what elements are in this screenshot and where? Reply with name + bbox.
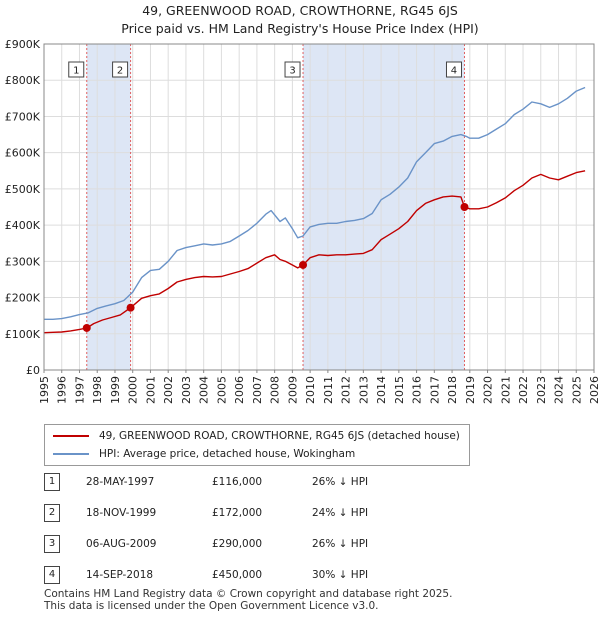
x-tick-label: 2010 (304, 376, 317, 404)
x-tick-label: 2022 (517, 376, 530, 404)
legend: 49, GREENWOOD ROAD, CROWTHORNE, RG45 6JS… (44, 424, 470, 466)
property-series-line (43, 170, 586, 334)
sale-date: 06-AUG-2009 (86, 538, 157, 550)
sale-hpi-diff: 30% ↓ HPI (312, 569, 369, 581)
sale-point-3 (299, 260, 308, 269)
sale-hpi-diff: 26% ↓ HPI (312, 538, 369, 550)
x-tick-label: 2014 (375, 376, 388, 404)
sale-point-4 (460, 203, 469, 211)
x-tick-label: 2025 (570, 376, 583, 404)
y-tick-label: £500K (5, 183, 41, 196)
sale-marker-box-4 (445, 61, 462, 78)
x-tick-label: 2002 (162, 376, 175, 404)
price-chart: 1 2 3 4 £0 £100K £200K £300K £400K £500K £600K £700… (5, 38, 600, 404)
sale-price: £290,000 (212, 538, 263, 550)
title-line-2: Price paid vs. HM Land Registry's House … (121, 21, 479, 36)
y-tick-label: £900K (5, 38, 41, 51)
x-tick-label: 1999 (109, 376, 122, 404)
legend-swatch-hpi (53, 453, 89, 455)
x-tick-label: 2004 (198, 376, 211, 404)
legend-item-property: 49, GREENWOOD ROAD, CROWTHORNE, RG45 6JS… (53, 427, 460, 445)
x-tick-label: 2017 (428, 376, 441, 404)
x-tick-label: 2007 (251, 376, 264, 404)
plot-frame (43, 43, 595, 371)
sale-date: 14-SEP-2018 (86, 569, 154, 581)
y-tick-label: £600K (5, 147, 41, 160)
title-line-1: 49, GREENWOOD ROAD, CROWTHORNE, RG45 6JS (142, 3, 458, 18)
shaded-period-2 (303, 44, 465, 370)
x-tick-label: 2015 (393, 376, 406, 404)
sale-marker-box-3 (284, 61, 301, 78)
y-tick-label: £400K (5, 219, 41, 232)
sale-date: 18-NOV-1999 (86, 507, 157, 519)
x-tick-label: 2021 (499, 376, 512, 404)
sale-date: 28-MAY-1997 (86, 476, 155, 488)
x-tick-label: 2005 (215, 376, 228, 404)
x-tick-label: 1997 (73, 376, 86, 404)
sale-number: 2 (44, 504, 60, 522)
x-tick-label: 2023 (535, 376, 548, 404)
hpi-series-line (44, 86, 586, 320)
chart-title: 49, GREENWOOD ROAD, CROWTHORNE, RG45 6JS… (0, 2, 600, 38)
legend-label-hpi: HPI: Average price, detached house, Woki… (99, 448, 356, 460)
sale-marker-label-3: 3 (289, 66, 295, 77)
x-tick-label: 2006 (233, 376, 246, 404)
sale-marker-label-4: 4 (451, 66, 457, 77)
sale-point-2 (126, 303, 135, 312)
x-tick-label: 2003 (180, 376, 193, 404)
sale-point-1 (82, 323, 91, 332)
x-tick-label: 1998 (91, 376, 104, 404)
y-tick-label: £700K (5, 110, 41, 123)
sale-marker-box-2 (112, 61, 129, 78)
x-tick-label: 2026 (588, 376, 600, 404)
x-tick-label: 2018 (446, 376, 459, 404)
sale-price: £116,000 (212, 476, 263, 488)
sale-marker-box-1 (68, 61, 85, 78)
y-tick-label: £200K (5, 292, 41, 305)
x-tick-label: 2016 (411, 376, 424, 404)
x-tick-label: 2001 (144, 376, 157, 404)
legend-label-property: 49, GREENWOOD ROAD, CROWTHORNE, RG45 6JS… (99, 430, 460, 442)
table-row: 1 28-MAY-1997 £116,000 26% ↓ HPI (0, 472, 600, 492)
x-tick-label: 2012 (340, 376, 353, 404)
x-tick-label: 2020 (482, 376, 495, 404)
legend-item-hpi: HPI: Average price, detached house, Woki… (53, 445, 355, 463)
sale-marker-label-2: 2 (117, 66, 123, 77)
sale-price: £450,000 (212, 569, 263, 581)
sale-marker-label-1: 1 (73, 66, 79, 77)
sale-number: 4 (44, 566, 60, 584)
x-tick-label: 1995 (38, 376, 51, 404)
sale-number: 1 (44, 473, 60, 491)
y-tick-label: £0 (26, 364, 40, 377)
table-row: 2 18-NOV-1999 £172,000 24% ↓ HPI (0, 503, 600, 523)
table-row: 3 06-AUG-2009 £290,000 26% ↓ HPI (0, 534, 600, 554)
y-tick-label: £800K (5, 74, 41, 87)
y-tick-label: £300K (5, 255, 41, 268)
table-row: 4 14-SEP-2018 £450,000 30% ↓ HPI (0, 565, 600, 585)
x-tick-label: 1996 (56, 376, 69, 404)
footer-line-1: Contains HM Land Registry data © Crown c… (44, 588, 453, 600)
x-tick-label: 2024 (553, 376, 566, 404)
sale-hpi-diff: 26% ↓ HPI (312, 476, 369, 488)
sale-number: 3 (44, 535, 60, 553)
y-tick-label: £100K (5, 328, 41, 341)
x-tick-label: 2009 (286, 376, 299, 404)
x-tick-label: 2011 (322, 376, 335, 404)
footer-line-2: This data is licensed under the Open Gov… (44, 600, 379, 612)
x-tick-label: 2000 (127, 376, 140, 404)
shaded-period-1 (86, 44, 131, 370)
x-tick-label: 2008 (269, 376, 282, 404)
x-tick-label: 2013 (357, 376, 370, 404)
legend-swatch-property (53, 435, 89, 437)
sale-hpi-diff: 24% ↓ HPI (312, 507, 369, 519)
footer-attribution: Contains HM Land Registry data © Crown c… (44, 588, 452, 612)
x-tick-label: 2019 (464, 376, 477, 404)
sale-price: £172,000 (212, 507, 263, 519)
